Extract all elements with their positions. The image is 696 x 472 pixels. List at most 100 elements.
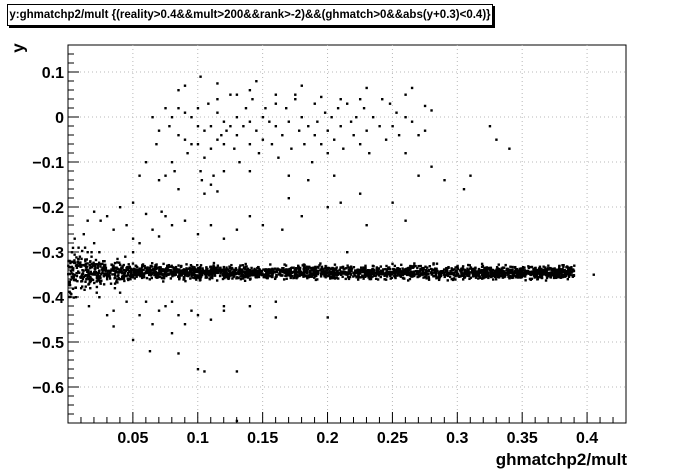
data-point (404, 93, 407, 96)
band-point (67, 283, 70, 287)
band-point (255, 276, 259, 279)
band-point (343, 270, 347, 274)
band-point (425, 274, 428, 277)
band-point (470, 270, 474, 273)
band-point (346, 272, 349, 275)
data-point (125, 224, 128, 227)
band-point (400, 271, 404, 275)
data-point (365, 129, 368, 132)
band-point (558, 265, 561, 268)
band-point (114, 276, 117, 279)
band-point (307, 274, 310, 278)
band-point (198, 279, 202, 282)
band-point (294, 273, 298, 276)
axes: 0.05 0.1 0.15 0.2 0.25 0.3 0.35 0.4 0.1 0 −0.1 −0.2… (32, 44, 627, 447)
band-point (439, 273, 443, 276)
band-point (534, 269, 538, 272)
band-point (190, 268, 194, 272)
data-point (423, 104, 427, 108)
band-point (221, 270, 225, 273)
data-point (173, 170, 176, 173)
band-point (518, 271, 521, 274)
band-point (504, 271, 508, 275)
band-point (399, 275, 403, 278)
band-point (86, 271, 90, 274)
band-point (273, 277, 277, 281)
data-point (388, 102, 392, 105)
band-point (544, 266, 547, 269)
band-point (113, 282, 117, 285)
band-point (112, 269, 115, 272)
data-point (336, 107, 340, 110)
data-point (255, 129, 258, 132)
data-point (83, 246, 87, 249)
band-point (101, 267, 104, 270)
y-tick-label: −0.4 (32, 290, 64, 307)
band-point (99, 276, 102, 280)
band-point (557, 268, 560, 272)
x-tick-label: 0.15 (247, 430, 278, 447)
band-point (80, 280, 83, 283)
data-point (326, 152, 329, 155)
band-point (474, 276, 478, 279)
data-point (268, 120, 271, 123)
band-point (81, 277, 85, 281)
band-point (73, 259, 76, 262)
band-point (511, 270, 514, 273)
band-point (290, 266, 294, 269)
band-point (432, 262, 435, 265)
data-point (274, 102, 278, 105)
band-point (200, 273, 204, 277)
band-point (204, 274, 208, 278)
band-point (101, 270, 104, 273)
band-point (465, 270, 468, 273)
data-point (112, 309, 115, 312)
band-point (329, 275, 333, 279)
band-point (174, 269, 177, 273)
band-point (201, 269, 205, 272)
band-point (174, 271, 177, 274)
data-point (462, 188, 466, 191)
band-point (89, 266, 92, 270)
band-point (467, 263, 470, 267)
band-point (271, 273, 274, 276)
band-point (153, 268, 156, 272)
band-point (482, 276, 485, 280)
band-point (330, 272, 333, 276)
band-point (474, 269, 477, 273)
band-point (433, 269, 437, 272)
band-point (414, 273, 417, 276)
band-point (354, 270, 357, 274)
data-point (326, 316, 329, 319)
band-point (232, 270, 235, 273)
band-point (216, 269, 220, 272)
band-point (547, 273, 550, 276)
band-point (145, 269, 148, 272)
data-point (270, 143, 274, 146)
band-point (484, 268, 487, 272)
band-point (422, 268, 426, 271)
band-point (505, 268, 508, 271)
data-point (212, 174, 215, 177)
data-point (183, 84, 187, 87)
band-point (345, 267, 348, 270)
band-point (241, 268, 244, 271)
data-point (290, 147, 293, 150)
band-point (262, 268, 265, 271)
data-point (183, 323, 187, 326)
band-point (331, 270, 334, 273)
data-point (125, 300, 128, 303)
data-point (216, 98, 219, 101)
band-point (103, 264, 106, 267)
band-point (480, 269, 484, 272)
band-point (164, 270, 168, 274)
band-point (305, 265, 308, 269)
band-point (424, 276, 427, 279)
band-point (395, 270, 399, 273)
band-point (302, 267, 305, 271)
band-point (108, 274, 111, 278)
data-point (346, 102, 349, 105)
band-point (226, 272, 230, 275)
band-point (239, 264, 242, 267)
data-point (177, 107, 180, 110)
